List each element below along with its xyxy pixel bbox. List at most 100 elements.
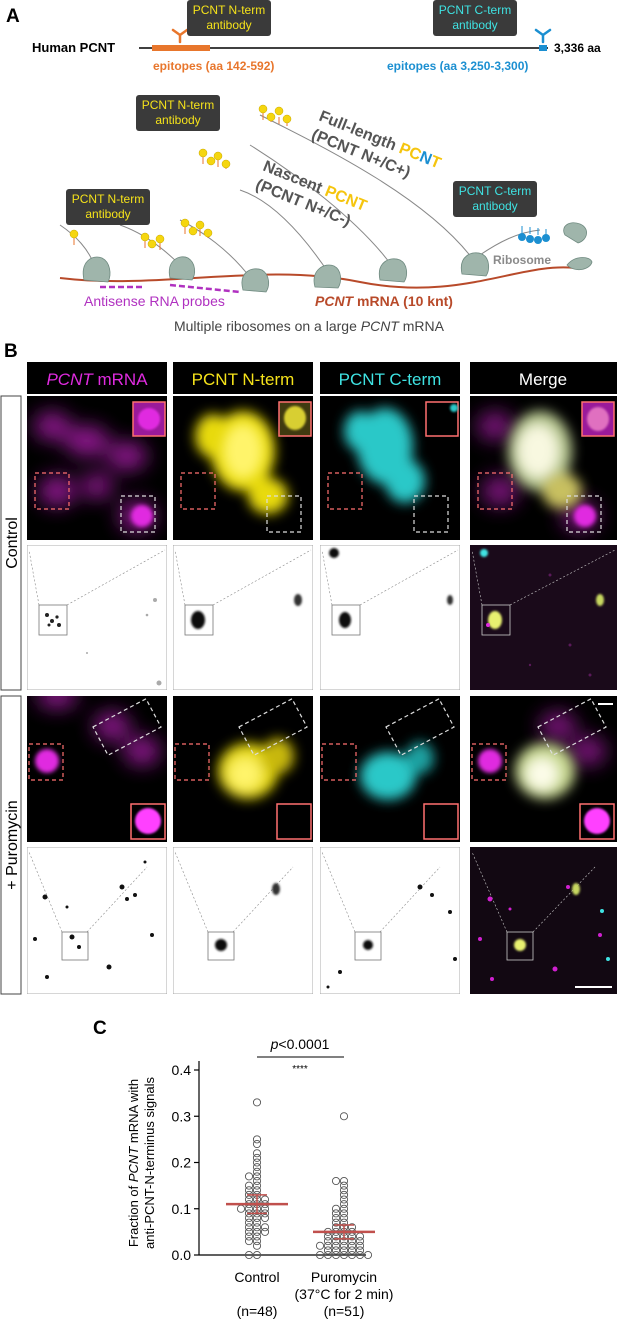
data-point [323, 1246, 333, 1255]
data-point [244, 1237, 254, 1246]
y-ticks: 0.0 0.1 0.2 0.3 0.4 [172, 1062, 199, 1263]
data-point [339, 1190, 349, 1199]
data-point [244, 1250, 254, 1260]
data-point [252, 1158, 262, 1167]
data-point [347, 1237, 357, 1246]
data-point [252, 1172, 262, 1181]
control-merge-overview [470, 545, 617, 690]
data-point [339, 1241, 349, 1250]
data-point [244, 1232, 254, 1241]
y-tick-label: 0.4 [172, 1062, 192, 1078]
data-point [252, 1250, 262, 1260]
n-label-puromycin: (n=51) [324, 1303, 365, 1319]
data-point [252, 1098, 262, 1107]
cterm-antibody-top-l1: PCNT C-term [439, 3, 511, 17]
cterm-antibody-icon [534, 28, 552, 44]
cterm-antibody-top-l2: antibody [452, 18, 497, 32]
row-label-control: Control [4, 517, 21, 569]
p-value-label: p<0.0001 [270, 1036, 330, 1052]
puromycin-cterm-overview [320, 847, 460, 994]
cterm-antibody-right-l2: antibody [472, 199, 517, 213]
panel-b: B PCNT mRNA PCNT N-term PCNT C-term Merg… [0, 341, 617, 995]
cterm-antibody-box-right [453, 181, 537, 217]
data-point [244, 1186, 254, 1195]
control-cterm-zoom [320, 396, 460, 540]
data-point [339, 1186, 349, 1195]
header-pcnt-nterm: PCNT N-term [192, 370, 295, 389]
data-point [252, 1181, 262, 1190]
nterm-antibody-box-top [187, 0, 271, 36]
ribosome-label: Ribosome [493, 253, 551, 267]
header-pcnt-mrna: PCNT mRNA [46, 370, 148, 389]
data-point [347, 1241, 357, 1250]
control-cterm-overview [320, 545, 460, 690]
puromycin-zoom-row [27, 696, 617, 842]
nterm-epitope-lollipops [69, 104, 292, 250]
antisense-probe-line-2 [169, 283, 241, 294]
data-point [331, 1237, 341, 1246]
control-zoom-row [27, 396, 617, 540]
data-point [252, 1232, 262, 1241]
ribosomes [82, 222, 593, 293]
data-point [315, 1250, 325, 1260]
puromycin-merge-zoom [470, 696, 617, 842]
x-sublabel-puromycin: (37°C for 2 min) [295, 1286, 394, 1302]
data-point [355, 1237, 365, 1246]
nterm-antibody-mid-l1: PCNT N-term [142, 98, 214, 112]
x-label-puromycin: Puromycin [311, 1269, 377, 1285]
header-merge: Merge [519, 370, 567, 389]
length-label: 3,336 aa [554, 41, 601, 55]
panel-a-letter: A [6, 6, 20, 27]
data-point [331, 1176, 341, 1186]
data-point [339, 1246, 349, 1255]
mrna-label: PCNT mRNA (10 knt) [315, 293, 453, 309]
nterm-antibody-left-l1: PCNT N-term [72, 192, 144, 206]
data-point [252, 1167, 262, 1176]
data-point [355, 1250, 365, 1260]
data-point [252, 1153, 262, 1162]
data-point [339, 1176, 349, 1186]
data-point [252, 1223, 262, 1232]
data-point [252, 1218, 262, 1227]
data-point [260, 1213, 270, 1223]
nterm-antibody-icon [171, 28, 189, 44]
control-mrna-zoom [27, 396, 167, 540]
data-point [363, 1250, 373, 1260]
nterm-antibody-mid-l2: antibody [155, 113, 200, 127]
data-point [331, 1250, 341, 1260]
data-point [347, 1250, 357, 1260]
cterm-antibody-right-l1: PCNT C-term [459, 184, 531, 198]
data-point [331, 1213, 341, 1223]
data-point [315, 1241, 325, 1250]
data-point [252, 1227, 262, 1236]
y-tick-label: 0.3 [172, 1108, 192, 1124]
data-point [252, 1135, 262, 1144]
puromycin-mrna-zoom [27, 696, 167, 842]
data-point [339, 1250, 349, 1260]
data-point [355, 1246, 365, 1255]
cterm-antibody-box-top [433, 0, 517, 36]
data-point [252, 1213, 262, 1223]
data-point [244, 1218, 254, 1227]
puromycin-cterm-zoom [320, 696, 460, 842]
row-label-puromycin: + Puromycin [4, 800, 21, 889]
puromycin-overview-row [27, 847, 617, 994]
control-overview-row [27, 545, 617, 690]
column-headers: PCNT mRNA PCNT N-term PCNT C-term Merge [27, 362, 617, 394]
data-points [236, 1098, 373, 1260]
y-axis-label-line1: Fraction of PCNT mRNA with [126, 1079, 141, 1247]
data-point [339, 1112, 349, 1121]
panel-c-letter: C [93, 1018, 107, 1039]
puromycin-nterm-zoom [173, 696, 313, 842]
puromycin-merge-overview [470, 847, 617, 994]
data-point [252, 1163, 262, 1172]
panel-b-letter: B [4, 341, 18, 362]
control-nterm-zoom [173, 396, 313, 540]
nterm-epitope-bar [152, 45, 210, 51]
data-point [339, 1204, 349, 1213]
nterm-antibody-box-mid [136, 95, 220, 131]
data-point [339, 1195, 349, 1204]
puromycin-nterm-overview [173, 847, 313, 994]
data-point [339, 1200, 349, 1209]
